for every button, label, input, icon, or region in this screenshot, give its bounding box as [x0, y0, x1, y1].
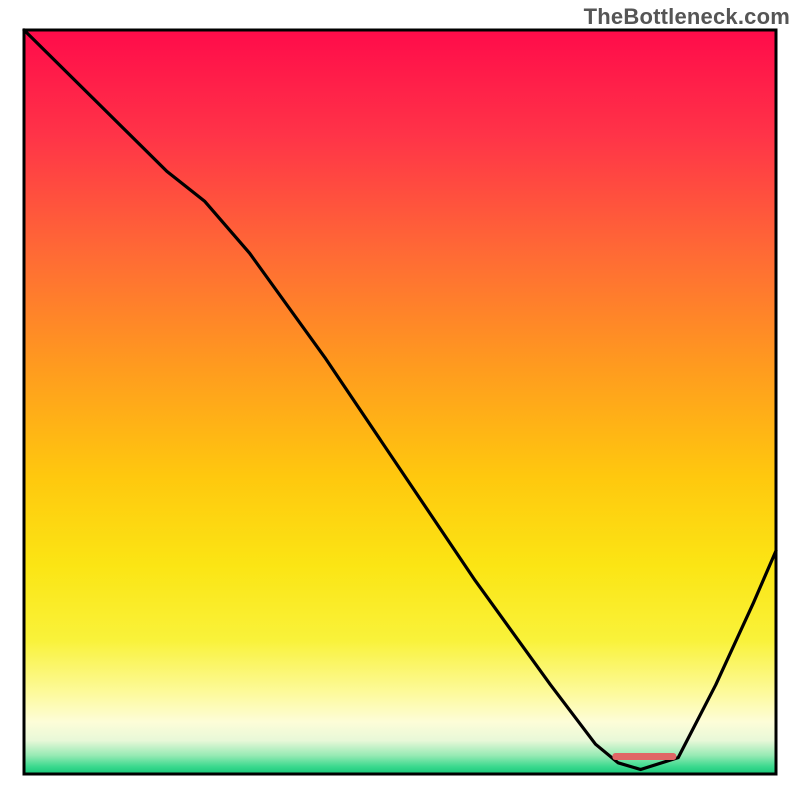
optimal-range-marker	[612, 753, 676, 760]
watermark-text: TheBottleneck.com	[584, 4, 790, 30]
chart-svg	[0, 0, 800, 800]
